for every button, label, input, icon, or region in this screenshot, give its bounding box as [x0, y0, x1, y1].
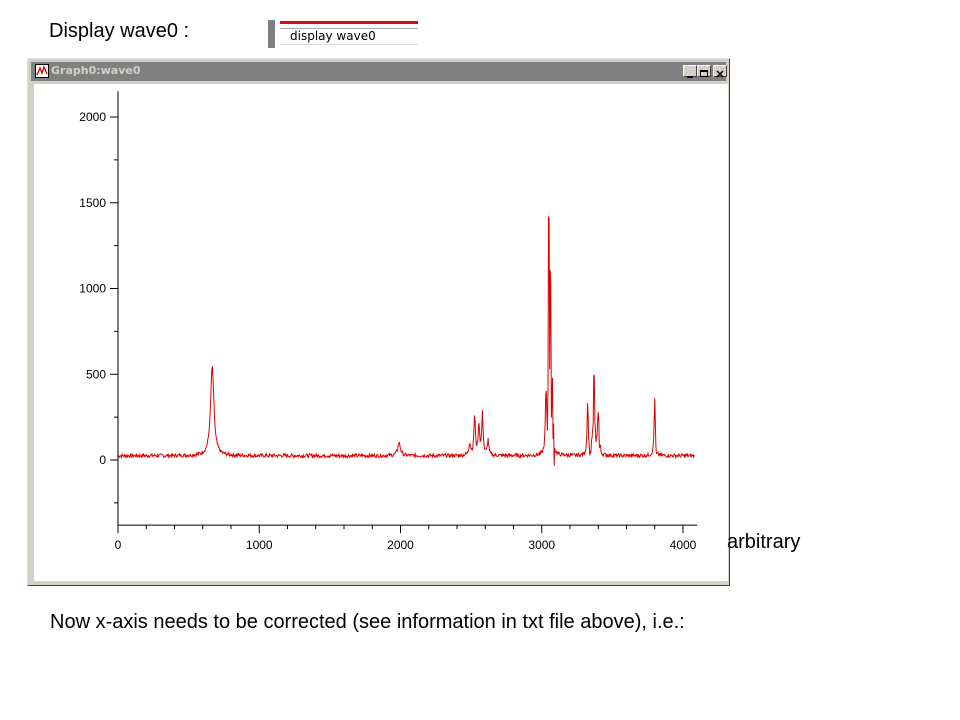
x-tick-label: 3000	[528, 538, 555, 552]
y-tick-label: 0	[99, 453, 106, 467]
y-tick-label: 1500	[79, 196, 106, 210]
plot-area[interactable]: 0 500 1000 1500 2000 0 1000 2000 3000 4000	[34, 84, 728, 581]
command-field-accent-line	[280, 21, 418, 24]
command-text: display wave0	[290, 29, 376, 43]
command-field-body[interactable]: display wave0	[280, 18, 418, 46]
maximize-icon	[700, 70, 708, 77]
x-tick-label: 2000	[387, 538, 414, 552]
graph-window[interactable]: Graph0:wave0 0 500 1000 1500 2000 0 1000 2000 30…	[27, 58, 730, 586]
y-tick-label: 2000	[79, 110, 106, 124]
window-title: Graph0:wave0	[51, 64, 141, 77]
footer-note: Now x-axis needs to be corrected (see in…	[50, 611, 685, 633]
command-field-separator	[280, 28, 418, 29]
wave0-trace	[117, 215, 695, 466]
command-field-bottom-line	[280, 44, 418, 45]
x-tick-label: 0	[115, 538, 122, 552]
spectrum-graph[interactable]: 0 500 1000 1500 2000 0 1000 2000 3000 4000	[34, 84, 728, 581]
close-button[interactable]	[713, 65, 727, 78]
x-axis-unit-note: arbitrary	[727, 531, 801, 553]
y-tick-label: 500	[86, 367, 106, 381]
x-tick-label: 1000	[246, 538, 273, 552]
command-line-field[interactable]: display wave0	[268, 18, 418, 48]
x-tick-label: 4000	[670, 538, 697, 552]
maximize-button[interactable]	[697, 65, 711, 77]
igor-graph-icon	[35, 64, 49, 78]
minimize-button[interactable]	[683, 65, 697, 78]
slide-heading: Display wave0 :	[49, 20, 190, 42]
y-tick-label: 1000	[79, 282, 106, 296]
window-titlebar[interactable]: Graph0:wave0	[31, 62, 727, 81]
minimize-icon	[687, 76, 693, 78]
close-icon	[716, 70, 724, 78]
command-field-handle	[268, 20, 275, 48]
